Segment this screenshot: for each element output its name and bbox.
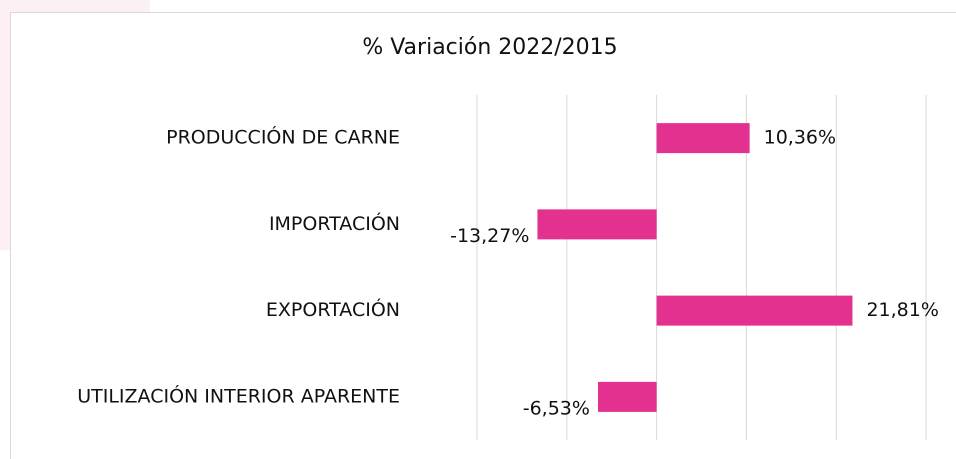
bar [656, 295, 853, 326]
category-label: PRODUCCIÓN DE CARNE [166, 125, 400, 149]
category-label: UTILIZACIÓN INTERIOR APARENTE [77, 383, 400, 407]
chart-frame [10, 12, 956, 459]
chart-title: % Variación 2022/2015 [362, 35, 617, 60]
category-label: EXPORTACIÓN [266, 297, 400, 321]
data-label: -6,53% [523, 397, 590, 419]
bar [656, 123, 750, 154]
data-label: 10,36% [764, 127, 836, 149]
category-label: IMPORTACIÓN [269, 211, 400, 235]
data-label: 21,81% [866, 299, 938, 321]
data-label: -13,27% [450, 225, 529, 247]
bar [597, 381, 657, 412]
bar [537, 209, 657, 240]
